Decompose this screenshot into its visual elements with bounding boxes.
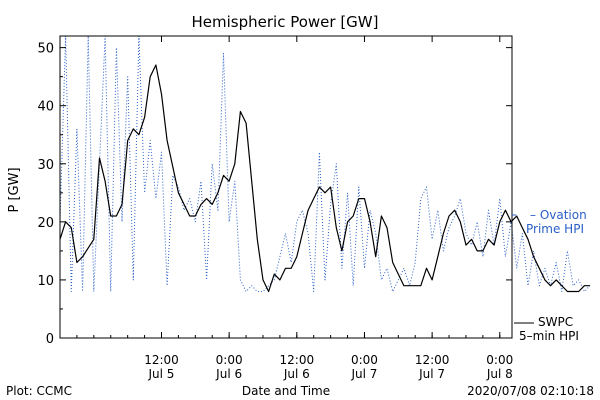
y-tick-label: 10 [37,274,54,289]
x-tick-label-time: 0:00 [216,353,243,367]
y-axis: 0 10 20 30 40 50 [37,42,512,347]
legend-ovation-line1: – Ovation [530,208,587,222]
x-tick-label-date: Jul 8 [486,367,513,381]
x-tick-label-date: Jul 7 [418,367,445,381]
y-tick-label: 0 [46,332,54,347]
swpc-hpi-series [59,64,590,293]
x-tick-label-date: Jul 7 [350,367,377,381]
y-tick-label: 40 [37,100,54,115]
plot-timestamp: 2020/07/08 02:10:18 [467,384,594,398]
legend: – Ovation Prime HPI SWPC 5–min HPI [512,208,587,343]
x-tick-label-date: Jul 5 [148,367,175,381]
x-tick-label-time: 0:00 [351,353,378,367]
x-tick-label-time: 0:00 [486,353,513,367]
y-tick-label: 50 [37,42,54,57]
ovation-prime-hpi-series [59,35,591,292]
x-axis-label: Date and Time [242,384,330,398]
plot-area [59,35,591,339]
x-tick-label-time: 12:00 [415,353,450,367]
plot-credit: Plot: CCMC [6,384,72,398]
chart-title: Hemispheric Power [GW] [192,13,379,31]
legend-swpc-line1: SWPC [538,315,573,329]
x-tick-label-time: 12:00 [280,353,315,367]
legend-swpc-line2: 5–min HPI [519,329,579,343]
x-tick-label-date: Jul 6 [283,367,310,381]
x-tick-label-time: 12:00 [144,353,179,367]
y-axis-label: P [GW] [7,167,22,212]
legend-ovation-line2: Prime HPI [526,222,584,236]
y-tick-label: 20 [37,216,54,231]
y-tick-label: 30 [37,158,54,173]
x-tick-label-date: Jul 6 [215,367,242,381]
plot-frame [59,35,513,339]
